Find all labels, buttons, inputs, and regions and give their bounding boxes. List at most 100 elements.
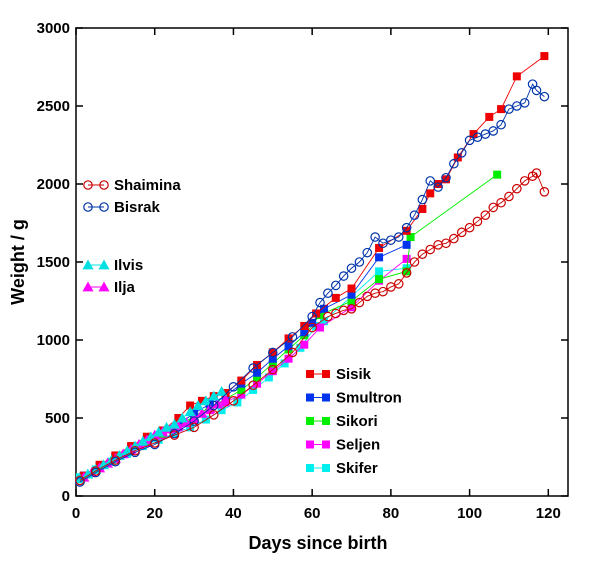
data-point-seljen xyxy=(300,340,309,349)
data-point-bisrak xyxy=(315,297,325,308)
data-point-bisrak xyxy=(456,148,467,158)
data-point-sisik xyxy=(402,226,411,235)
data-point-shaimina xyxy=(228,396,239,406)
data-point-bisrak xyxy=(539,91,550,102)
x-tick-label: 80 xyxy=(383,505,400,522)
legend-item-ilvis: Ilvis xyxy=(82,257,143,274)
data-point-shaimina xyxy=(323,311,333,322)
legend-swatch-marker xyxy=(83,180,93,190)
data-point-bisrak xyxy=(323,288,333,298)
data-point-smultron xyxy=(284,342,293,351)
data-point-bisrak xyxy=(401,222,412,233)
data-point-shaimina xyxy=(208,410,219,420)
legend-label-skifer: Skifer xyxy=(336,460,378,477)
legend-label-sisik: Sisik xyxy=(336,366,372,383)
data-point-bisrak xyxy=(248,363,258,373)
legend-label-sikori: Sikori xyxy=(336,413,378,430)
legend-swatch-marker xyxy=(98,281,110,292)
y-tick-label: 2000 xyxy=(37,176,70,193)
legend-label-bisrak: Bisrak xyxy=(114,199,161,216)
data-point-bisrak xyxy=(472,132,483,142)
data-point-shaimina xyxy=(464,222,475,233)
data-point-sisik xyxy=(331,293,340,302)
data-point-bisrak xyxy=(189,416,199,426)
data-point-bisrak xyxy=(441,172,451,183)
data-point-sisik xyxy=(441,175,450,184)
legend-swatch-marker xyxy=(306,370,314,378)
data-point-sisik xyxy=(186,401,195,410)
data-point-bisrak xyxy=(267,347,278,358)
data-point-sisik xyxy=(540,52,549,61)
data-point-sisik xyxy=(221,389,230,398)
legend-swatch-marker xyxy=(322,417,330,425)
data-point-sisik xyxy=(197,396,206,405)
data-point-sikori xyxy=(237,385,246,394)
data-point-skifer xyxy=(217,406,226,415)
data-point-bisrak xyxy=(464,135,475,146)
data-point-bisrak xyxy=(307,311,317,322)
data-point-seljen xyxy=(284,354,293,363)
data-point-shaimina xyxy=(512,183,522,194)
legend-swatch-marker xyxy=(306,393,314,402)
legend-swatch-marker xyxy=(99,180,109,190)
data-point-skifer xyxy=(375,267,384,276)
x-axis-title: Days since birth xyxy=(248,533,387,553)
data-point-bisrak xyxy=(338,271,349,281)
data-point-sisik xyxy=(434,180,443,188)
data-point-sisik xyxy=(512,72,521,81)
legend-swatch-marker xyxy=(82,281,94,292)
data-point-shaimina xyxy=(354,297,365,308)
legend-item-seljen: Seljen xyxy=(306,437,380,454)
data-point-shaimina xyxy=(409,257,420,267)
data-point-sisik xyxy=(469,130,478,139)
data-point-shaimina xyxy=(307,322,317,333)
data-point-smultron xyxy=(319,304,328,313)
legend-group-3: Sisik Smultron Sikori Seljen Skifer xyxy=(306,366,402,477)
data-point-smultron xyxy=(347,290,356,299)
data-point-sisik xyxy=(347,284,356,293)
data-point-skifer xyxy=(154,435,163,444)
data-point-shaimina xyxy=(287,347,298,358)
x-tick-label: 120 xyxy=(536,505,561,522)
data-point-bisrak xyxy=(480,129,491,139)
data-point-sikori xyxy=(406,233,415,242)
data-point-shaimina xyxy=(496,197,506,208)
data-point-shaimina xyxy=(456,227,467,238)
data-point-bisrak xyxy=(346,263,357,274)
data-point-shaimina xyxy=(519,176,530,186)
data-point-smultron xyxy=(375,253,384,262)
legend-swatch-marker xyxy=(322,464,330,472)
data-point-shaimina xyxy=(480,210,491,220)
data-point-ilvis xyxy=(184,406,196,417)
legend-item-sisik: Sisik xyxy=(306,366,372,383)
data-point-bisrak xyxy=(433,182,443,192)
legend-group-1: Shaimina Bisrak xyxy=(83,177,181,216)
data-point-sisik xyxy=(453,153,462,162)
data-point-bisrak xyxy=(393,232,404,242)
data-point-seljen xyxy=(268,367,277,376)
data-point-bisrak xyxy=(531,85,542,96)
series-line-bisrak xyxy=(79,83,545,483)
data-point-sikori xyxy=(347,297,356,305)
data-point-smultron xyxy=(268,354,277,363)
data-point-bisrak xyxy=(519,98,530,108)
legend-layer: Shaimina Bisrak Ilvis Ilja Sisik Smultron Siko… xyxy=(82,177,402,477)
data-point-bisrak xyxy=(449,158,459,169)
data-point-sisik xyxy=(485,112,494,121)
data-point-shaimina xyxy=(425,244,436,255)
legend-group-2: Ilvis Ilja xyxy=(82,257,143,296)
series-line-sisik xyxy=(83,55,545,477)
data-point-sikori xyxy=(253,373,262,382)
data-point-skifer xyxy=(319,317,328,326)
y-tick-label: 0 xyxy=(62,488,70,505)
data-point-sikori xyxy=(268,359,277,368)
data-point-bisrak xyxy=(378,238,388,249)
data-point-shaimina xyxy=(169,430,180,440)
x-tick-label: 60 xyxy=(304,505,321,522)
data-point-shaimina xyxy=(149,438,160,448)
data-point-bisrak xyxy=(370,232,380,242)
y-tick-label: 1000 xyxy=(37,332,70,349)
y-tick-label: 3000 xyxy=(37,20,70,37)
data-point-skifer xyxy=(280,359,289,368)
data-point-bisrak xyxy=(488,126,499,136)
